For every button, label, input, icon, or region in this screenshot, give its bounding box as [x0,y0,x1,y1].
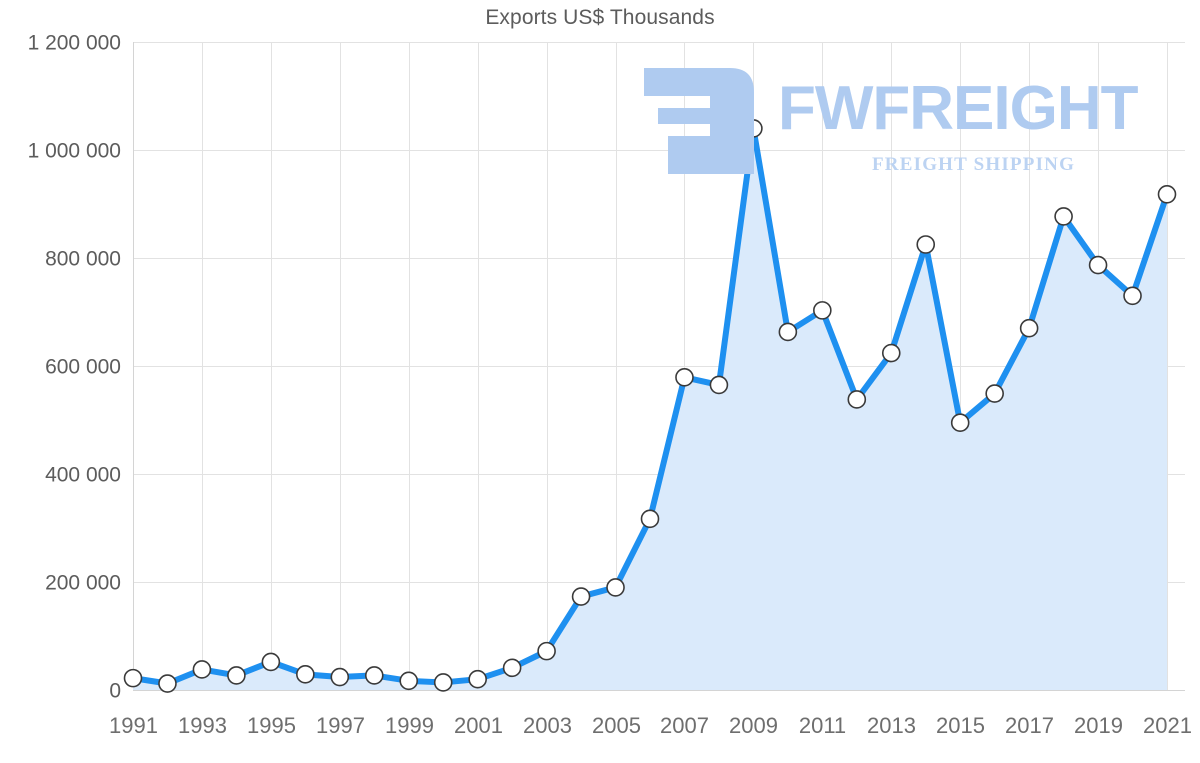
data-point[interactable]: 2016: 549000 [985,384,1004,403]
data-point[interactable]: 2007: 579000 [675,368,694,387]
y-tick-label: 200 000 [45,572,121,595]
data-point[interactable]: 2010: 663000 [778,322,798,342]
data-point[interactable]: 1995: 52000 [261,652,281,672]
y-axis-tick-labels: 0 200 000 400 000 600 000 800 000 1 000 000 1 … [28,32,121,703]
data-point[interactable]: 2003: 72000 [537,641,556,661]
x-tick-label: 2019 [1074,713,1123,738]
x-tick-label: 2011 [799,713,846,738]
x-tick-label: 2021 [1143,713,1192,738]
x-tick-label: 1993 [178,713,227,738]
data-point[interactable]: 2013: 624000 [881,343,901,363]
y-tick-label: 400 000 [45,464,121,487]
data-point[interactable]: 2006: 317000 [640,509,660,529]
data-point[interactable]: 2005: 190000 [606,578,625,597]
data-point[interactable]: 1994: 27000 [227,666,246,685]
y-tick-label: 600 000 [45,356,121,379]
data-point[interactable]: 2020: 730000 [1123,286,1142,306]
x-tick-label: 2003 [523,713,572,738]
data-point[interactable]: 2021: 918000 [1157,184,1177,204]
data-point[interactable]: 2019: 787000 [1088,255,1108,275]
y-tick-label: 1 000 000 [28,140,121,163]
data-point[interactable]: 2017: 670000 [1019,318,1039,338]
x-tick-label: 2001 [454,713,503,738]
data-point[interactable]: 2014: 825000 [916,235,936,254]
data-point[interactable]: 2018: 877000 [1054,207,1073,226]
y-tick-label: 800 000 [45,248,121,271]
x-tick-label: 1997 [316,713,365,738]
x-tick-label: 1991 [109,713,158,738]
x-axis-tick-labels: 1991 1993 1995 1997 1999 2001 2003 2005 2007 2009… [109,713,1192,738]
data-point[interactable]: 2011: 703000 [813,301,832,320]
x-tick-label: 2013 [867,713,916,738]
data-point[interactable]: 1999: 17000 [399,671,419,691]
data-point[interactable]: 2015: 495000 [950,413,970,433]
data-point[interactable]: 2008: 565000 [709,375,729,395]
x-tick-label: 2017 [1005,713,1054,738]
y-tick-label: 1 200 000 [28,32,121,55]
data-point[interactable]: 1991: 22000 [123,668,143,688]
data-point[interactable]: 1998: 27000 [364,666,384,685]
exports-area-fill [133,128,1167,690]
data-point[interactable]: 1993: 38000 [192,660,212,679]
x-tick-label: 1995 [247,713,296,738]
data-point[interactable]: 2004: 173000 [571,587,591,606]
x-tick-label: 2009 [729,713,778,738]
y-tick-label: 0 [109,680,121,703]
data-point[interactable]: 2009: 1040000 [744,119,763,138]
data-point[interactable]: 2002: 41000 [502,658,522,678]
data-point[interactable]: 1997: 24000 [330,667,350,687]
x-tick-label: 2015 [936,713,985,738]
data-point[interactable]: 1996: 29000 [296,665,315,684]
x-tick-label: 1999 [385,713,434,738]
x-tick-label: 2005 [592,713,641,738]
x-tick-label: 2007 [660,713,709,738]
data-point[interactable]: 2012: 538000 [847,390,867,409]
